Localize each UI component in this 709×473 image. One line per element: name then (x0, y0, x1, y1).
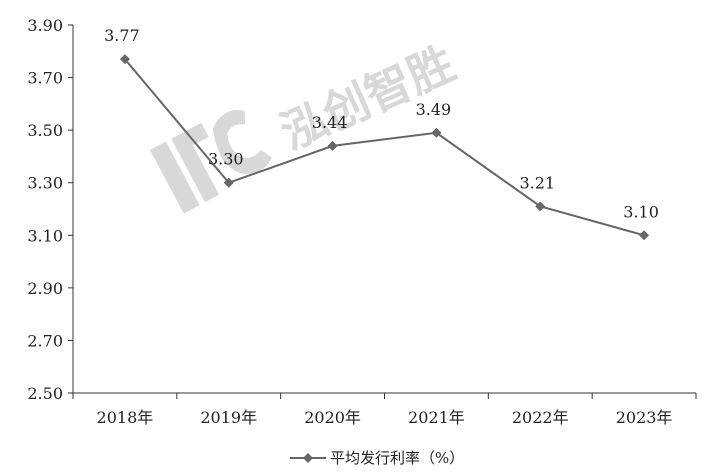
y-tick-label: 3.90 (27, 16, 63, 35)
y-tick-label: 3.50 (27, 121, 63, 140)
series-layer (119, 54, 650, 241)
x-tick-label: 2018年 (97, 408, 154, 427)
x-tick-label: 2022年 (512, 408, 569, 427)
x-tick-label: 2020年 (304, 408, 361, 427)
data-label: 3.77 (104, 26, 140, 45)
data-label: 3.10 (623, 202, 659, 221)
x-tick-label: 2021年 (408, 408, 465, 427)
data-label: 3.21 (519, 173, 555, 192)
watermark-logo (150, 110, 272, 214)
x-tick-label: 2019年 (200, 408, 257, 427)
y-tick-label: 2.70 (27, 331, 63, 350)
data-labels: 3.77 3.30 3.44 3.49 3.21 3.10 (104, 26, 659, 221)
watermark: 泓创智胜 (150, 36, 463, 214)
series-line (124, 58, 645, 237)
y-tick-label: 2.90 (27, 279, 63, 298)
data-label: 3.30 (208, 150, 244, 169)
y-tick-label: 3.30 (27, 174, 63, 193)
legend: 平均发行利率（%） (290, 449, 464, 467)
y-tick-label: 3.70 (27, 69, 63, 88)
axes (68, 24, 697, 399)
data-label: 3.44 (312, 113, 348, 132)
data-label: 3.49 (416, 100, 452, 119)
legend-label: 平均发行利率（%） (330, 449, 464, 467)
legend-marker-diamond (303, 453, 313, 463)
y-tick-label: 3.10 (27, 226, 63, 245)
data-point (639, 230, 650, 241)
data-point (119, 54, 130, 65)
data-point (431, 127, 442, 138)
x-tick-label: 2023年 (616, 408, 673, 427)
data-point (223, 177, 234, 188)
tick-labels: 3.90 3.70 3.50 3.30 3.10 2.90 2.70 2.50 2018年 201… (27, 16, 672, 427)
data-point (535, 201, 546, 212)
y-tick-label: 2.50 (27, 384, 63, 403)
data-point (327, 140, 338, 151)
